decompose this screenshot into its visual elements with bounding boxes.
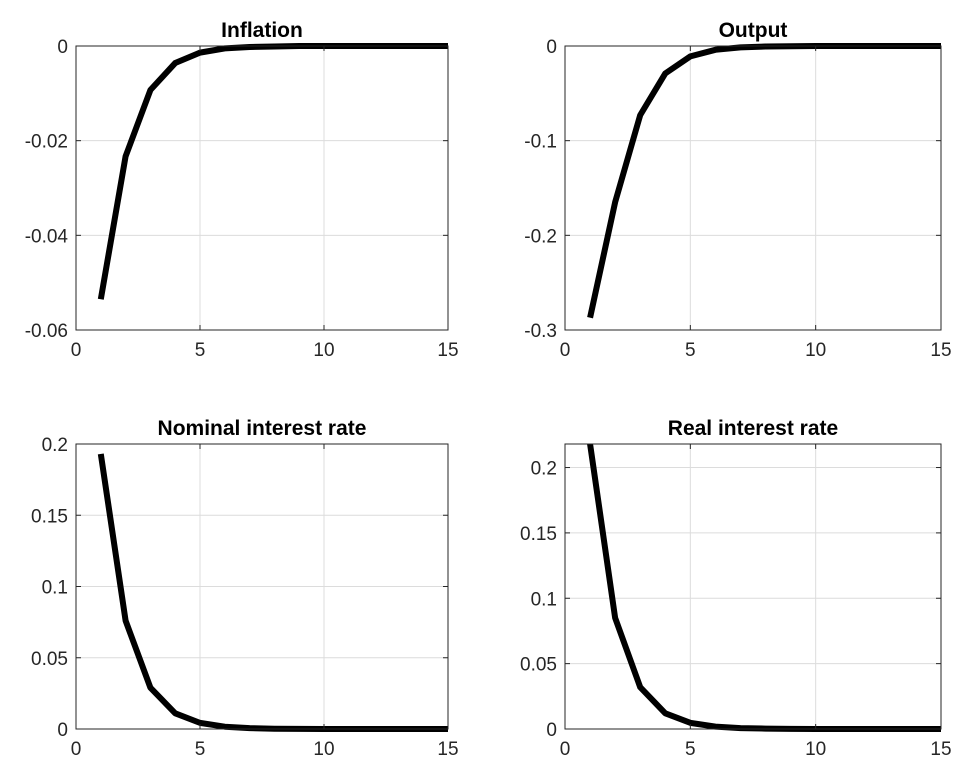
plot-area xyxy=(565,46,941,330)
x-tick-label: 15 xyxy=(930,739,951,760)
y-tick-label: 0.15 xyxy=(31,506,68,527)
plot-area xyxy=(565,444,941,729)
x-tick-label: 5 xyxy=(685,739,696,760)
subplot-real-rate: 0 5 10 15 0 0.05 0.1 0.15 0.2 Real interest rate xyxy=(520,417,952,760)
y-tick-label: -0.06 xyxy=(25,321,68,342)
x-tick-label: 0 xyxy=(71,739,82,760)
subplot-inflation: 0 5 10 15 -0.06 -0.04 -0.02 0 Inflation xyxy=(25,19,459,361)
x-tick-label: 10 xyxy=(805,340,826,361)
x-tick-label: 15 xyxy=(930,340,951,361)
y-tick-label: 0.1 xyxy=(531,589,557,610)
y-tick-label: 0 xyxy=(57,37,68,58)
axes-box xyxy=(75,45,449,331)
x-tick-label: 0 xyxy=(560,340,571,361)
subplot-nominal-rate: 0 5 10 15 0 0.05 0.1 0.15 0.2 Nominal interest ra… xyxy=(31,417,459,760)
axes-box xyxy=(564,45,942,331)
y-tick-label: 0.05 xyxy=(31,649,68,670)
y-tick-label: 0.05 xyxy=(520,655,557,676)
y-tick-label: 0.2 xyxy=(531,459,557,480)
subplot-title: Nominal interest rate xyxy=(158,417,367,440)
x-tick-label: 10 xyxy=(313,340,334,361)
y-tick-label: -0.04 xyxy=(25,226,69,247)
y-tick-label: 0 xyxy=(546,720,557,741)
x-tick-label: 10 xyxy=(313,739,334,760)
y-tick-label: -0.1 xyxy=(524,132,557,153)
x-tick-label: 5 xyxy=(685,340,696,361)
subplot-title: Inflation xyxy=(221,19,303,42)
subplot-output: 0 5 10 15 -0.3 -0.2 -0.1 0 Output xyxy=(524,19,951,361)
y-tick-label: 0.15 xyxy=(520,524,557,545)
y-tick-label: -0.02 xyxy=(25,132,68,153)
axes-box xyxy=(564,443,942,730)
subplot-title: Real interest rate xyxy=(668,417,838,440)
y-tick-label: 0 xyxy=(57,720,68,741)
x-tick-label: 0 xyxy=(560,739,571,760)
x-tick-label: 10 xyxy=(805,739,826,760)
x-tick-label: 5 xyxy=(195,739,206,760)
y-tick-label: -0.3 xyxy=(524,321,557,342)
x-tick-label: 15 xyxy=(437,340,458,361)
x-tick-label: 0 xyxy=(71,340,82,361)
x-tick-label: 15 xyxy=(437,739,458,760)
y-tick-label: 0.1 xyxy=(42,578,68,599)
y-tick-label: 0 xyxy=(546,37,557,58)
y-tick-label: -0.2 xyxy=(524,226,557,247)
subplot-title: Output xyxy=(719,19,788,42)
y-tick-label: 0.2 xyxy=(42,435,68,456)
x-tick-label: 5 xyxy=(195,340,206,361)
plot-area xyxy=(76,46,448,330)
